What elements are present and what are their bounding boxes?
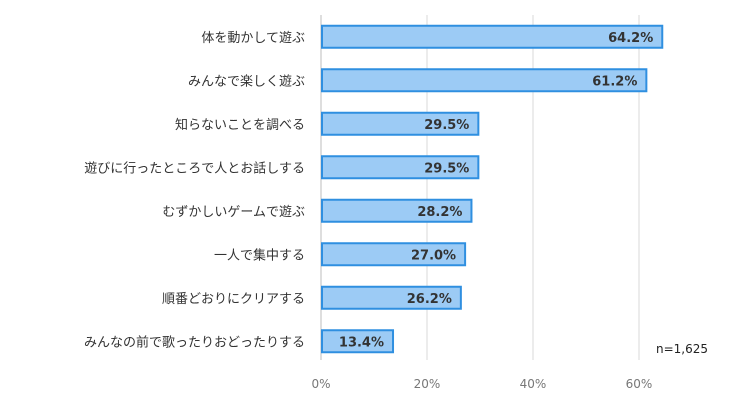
bar-value-label: 28.2% xyxy=(417,205,462,220)
bar xyxy=(321,242,467,267)
category-label: みんなで楽しく遊ぶ xyxy=(188,73,305,89)
x-tick-label: 20% xyxy=(414,377,441,391)
bar xyxy=(321,329,395,354)
bar-value-label: 26.2% xyxy=(407,292,452,307)
bar-value-label: 27.0% xyxy=(411,248,456,263)
bar xyxy=(321,198,473,223)
bar-value-label: 64.2% xyxy=(608,31,653,46)
category-label: むずかしいゲームで遊ぶ xyxy=(162,205,305,220)
bar-value-label: 13.4% xyxy=(339,335,384,350)
category-label: みんなの前で歌ったりおどったりする xyxy=(84,334,305,350)
category-label: 体を動かして遊ぶ xyxy=(201,31,305,46)
x-axis-ticks: 0% 20% 40% 60% xyxy=(311,377,652,391)
bar-value-label: 29.5% xyxy=(424,161,469,176)
x-tick-label: 0% xyxy=(311,377,330,391)
bars: 64.2% 61.2% 29.5% 29.5% 28.2% 27.0% 26.2% 13.4% xyxy=(321,24,664,354)
sample-size-note: n=1,625 xyxy=(656,342,708,356)
category-label: 遊びに行ったところで人とお話しする xyxy=(84,160,305,176)
x-tick-label: 60% xyxy=(626,377,653,391)
bar-value-label: 61.2% xyxy=(592,74,637,89)
bar xyxy=(321,68,648,93)
category-labels: 体を動かして遊ぶみんなで楽しく遊ぶ知らないことを調べる遊びに行ったところで人とお… xyxy=(84,31,305,351)
bar xyxy=(321,155,480,180)
category-label: 一人で集中する xyxy=(214,247,305,263)
bar-value-label: 29.5% xyxy=(424,118,469,133)
bar xyxy=(321,285,462,310)
x-tick-label: 40% xyxy=(520,377,547,391)
category-label: 順番どおりにクリアする xyxy=(162,292,305,307)
bar xyxy=(321,111,480,136)
bar xyxy=(321,24,664,49)
category-label: 知らないことを調べる xyxy=(175,117,305,133)
